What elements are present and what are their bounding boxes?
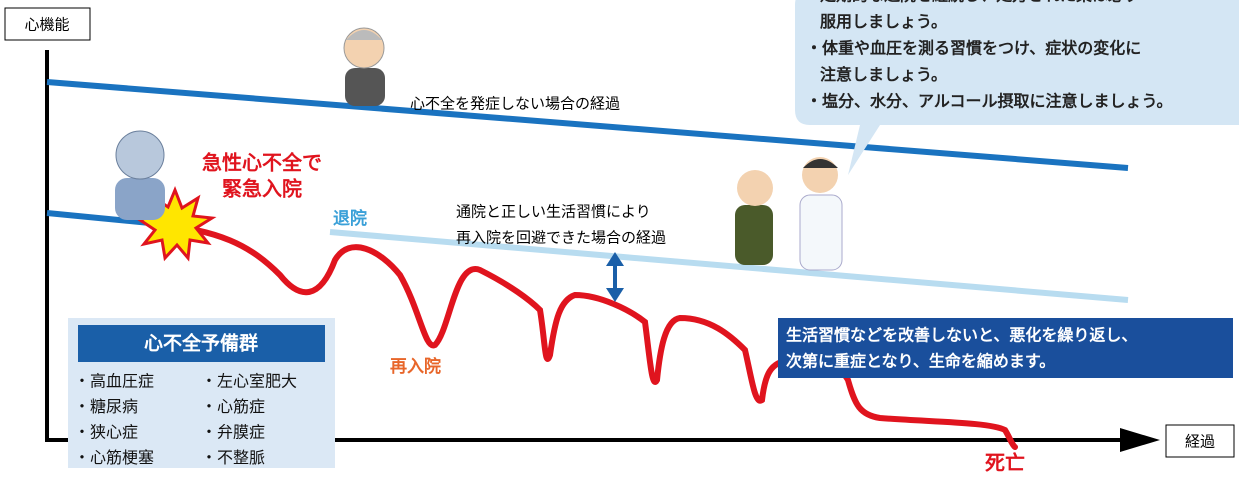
x-axis-arrow bbox=[1120, 428, 1160, 452]
avoid-label: 通院と正しい生活習慣により bbox=[456, 203, 651, 221]
advice-line: ・体重や血圧を測る習慣をつけ、症状の変化に bbox=[806, 39, 1141, 58]
diagram: 心機能 経過 心不全を発症しない場合の経過 急性心不全で 緊急入院 退院 通院と… bbox=[0, 0, 1239, 477]
readmission-label: 再入院 bbox=[390, 356, 441, 377]
no-onset-label: 心不全を発症しない場合の経過 bbox=[410, 95, 620, 113]
warning-line: 次第に重症となり、生命を縮めます。 bbox=[786, 352, 1055, 371]
patient-icon bbox=[115, 131, 165, 220]
advice-line: ・塩分、水分、アルコール摂取に注意しましょう。 bbox=[806, 92, 1173, 111]
elderly-healthy-icon bbox=[344, 28, 385, 106]
advice-line: 定期的な通院を継続し、処方された薬は必ず bbox=[819, 0, 1140, 5]
avoid-label: 再入院を回避できた場合の経過 bbox=[456, 229, 666, 247]
page: 心機能 経過 心不全を発症しない場合の経過 急性心不全で 緊急入院 退院 通院と… bbox=[0, 0, 1239, 477]
y-axis-label: 心機能 bbox=[24, 16, 69, 34]
x-axis-label: 経過 bbox=[1185, 433, 1215, 451]
risk-item: ・高血圧症 bbox=[74, 372, 154, 391]
risk-title: 心不全予備群 bbox=[144, 332, 258, 355]
advice-line: 注意しましょう。 bbox=[820, 65, 947, 84]
risk-item: ・弁膜症 bbox=[201, 423, 265, 442]
warning-line: 生活習慣などを改善しないと、悪化を繰り返し、 bbox=[786, 326, 1137, 345]
death-label: 死亡 bbox=[985, 451, 1025, 475]
advice-line: 服用しましょう。 bbox=[820, 12, 947, 31]
event-label: 急性心不全で bbox=[202, 151, 322, 175]
risk-item: ・不整脈 bbox=[201, 448, 265, 467]
doctor-patient-icon bbox=[735, 157, 842, 270]
risk-item: ・左心室肥大 bbox=[201, 372, 297, 391]
risk-item: ・狭心症 bbox=[74, 423, 138, 442]
event-label: 緊急入院 bbox=[222, 177, 302, 201]
risk-item: ・糖尿病 bbox=[74, 397, 138, 416]
avoided-line bbox=[330, 232, 1128, 300]
discharge-label: 退院 bbox=[333, 208, 367, 229]
risk-item: ・心筋症 bbox=[201, 397, 265, 416]
risk-item: ・心筋梗塞 bbox=[74, 448, 154, 467]
